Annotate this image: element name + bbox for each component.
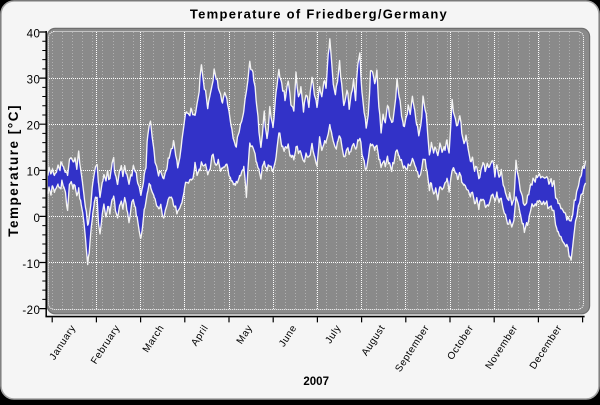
- svg-text:Temperature [°C]: Temperature [°C]: [6, 104, 21, 237]
- svg-text:30: 30: [27, 75, 41, 87]
- svg-text:2007: 2007: [303, 376, 329, 388]
- svg-text:40: 40: [27, 28, 41, 40]
- svg-text:20: 20: [27, 121, 41, 133]
- svg-text:Temperature of Friedberg/Germa: Temperature of Friedberg/Germany: [190, 7, 448, 22]
- svg-text:-10: -10: [22, 259, 40, 271]
- svg-text:-20: -20: [22, 305, 40, 317]
- svg-text:10: 10: [27, 167, 41, 179]
- svg-text:0: 0: [33, 213, 40, 225]
